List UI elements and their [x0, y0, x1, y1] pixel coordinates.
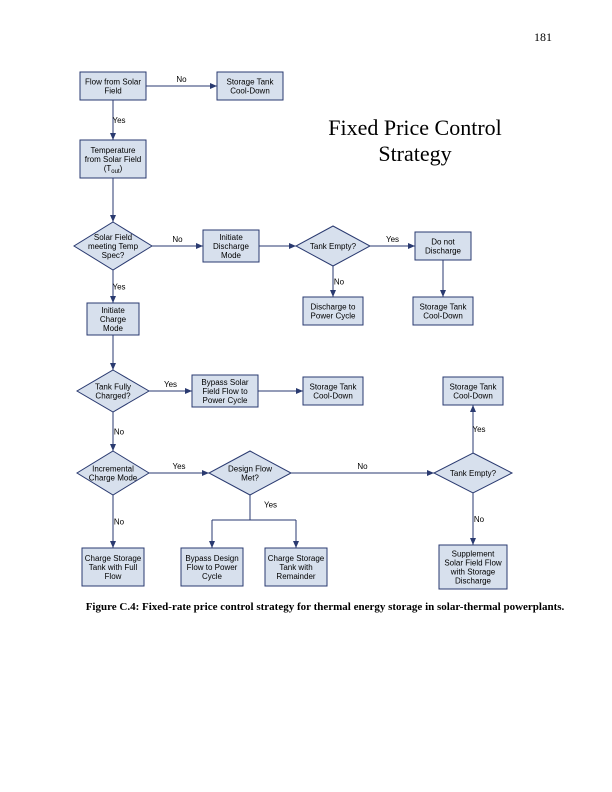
svg-text:No: No: [176, 75, 187, 84]
svg-text:No: No: [114, 518, 125, 527]
svg-text:Yes: Yes: [112, 116, 125, 125]
svg-text:Solar Field Flow: Solar Field Flow: [444, 559, 502, 568]
svg-text:Tank Empty?: Tank Empty?: [450, 469, 497, 478]
svg-text:Flow: Flow: [105, 572, 122, 581]
svg-text:Storage Tank: Storage Tank: [227, 78, 275, 87]
svg-text:Power Cycle: Power Cycle: [311, 312, 356, 321]
svg-text:Charge Mode: Charge Mode: [89, 474, 138, 483]
svg-text:Flow from Solar: Flow from Solar: [85, 78, 141, 87]
svg-text:Discharge: Discharge: [425, 247, 462, 256]
svg-text:Cool-Down: Cool-Down: [423, 312, 463, 321]
svg-text:Remainder: Remainder: [276, 572, 315, 581]
svg-text:No: No: [114, 428, 125, 437]
svg-text:Field: Field: [104, 87, 121, 96]
svg-text:Met?: Met?: [241, 474, 259, 483]
svg-text:Discharge: Discharge: [213, 242, 250, 251]
svg-text:Mode: Mode: [103, 324, 124, 333]
svg-text:Cycle: Cycle: [202, 572, 223, 581]
svg-text:Do not: Do not: [431, 238, 455, 247]
svg-text:Mode: Mode: [221, 251, 242, 260]
svg-text:Temperature: Temperature: [91, 146, 136, 155]
svg-text:Incremental: Incremental: [92, 465, 134, 474]
svg-text:Solar Field: Solar Field: [94, 233, 132, 242]
svg-text:Tank Empty?: Tank Empty?: [310, 242, 357, 251]
svg-text:Storage Tank: Storage Tank: [420, 303, 468, 312]
svg-text:Cool-Down: Cool-Down: [453, 392, 493, 401]
svg-text:Cool-Down: Cool-Down: [230, 87, 270, 96]
svg-text:Charge: Charge: [100, 315, 127, 324]
svg-text:Discharge: Discharge: [455, 577, 492, 586]
svg-text:Cool-Down: Cool-Down: [313, 392, 353, 401]
svg-text:with Storage: with Storage: [450, 568, 496, 577]
svg-text:Supplement: Supplement: [452, 550, 495, 559]
svg-text:Tank with Full: Tank with Full: [89, 563, 138, 572]
svg-text:Discharge to: Discharge to: [311, 303, 356, 312]
svg-text:Design Flow: Design Flow: [228, 465, 272, 474]
svg-text:Charge Storage: Charge Storage: [85, 554, 142, 563]
svg-text:Yes: Yes: [112, 283, 125, 292]
svg-text:Bypass Solar: Bypass Solar: [201, 378, 248, 387]
svg-text:No: No: [474, 515, 485, 524]
svg-text:Storage Tank: Storage Tank: [450, 383, 498, 392]
svg-text:Initiate: Initiate: [219, 233, 243, 242]
svg-text:Charge Storage: Charge Storage: [268, 554, 325, 563]
svg-text:Initiate: Initiate: [101, 306, 125, 315]
svg-text:Power Cycle: Power Cycle: [203, 396, 248, 405]
svg-text:Storage Tank: Storage Tank: [310, 383, 358, 392]
svg-text:No: No: [172, 235, 183, 244]
svg-text:No: No: [357, 462, 368, 471]
svg-text:Field Flow to: Field Flow to: [202, 387, 248, 396]
svg-text:Yes: Yes: [172, 462, 185, 471]
svg-text:Bypass Design: Bypass Design: [185, 554, 238, 563]
svg-text:Tank with: Tank with: [279, 563, 312, 572]
svg-text:Spec?: Spec?: [102, 251, 125, 260]
svg-text:Yes: Yes: [472, 425, 485, 434]
svg-text:Tank Fully: Tank Fully: [95, 383, 131, 392]
svg-text:No: No: [334, 278, 345, 287]
svg-text:from Solar Field: from Solar Field: [85, 155, 141, 164]
svg-text:Charged?: Charged?: [95, 392, 131, 401]
svg-text:meeting Temp: meeting Temp: [88, 242, 139, 251]
svg-text:Yes: Yes: [264, 501, 277, 510]
flowchart-canvas: No Yes No Yes No Yes Yes No Yes No Yes No No Yes Flow …: [0, 0, 612, 792]
svg-text:Flow to Power: Flow to Power: [187, 563, 238, 572]
svg-text:Yes: Yes: [164, 380, 177, 389]
svg-text:Yes: Yes: [386, 235, 399, 244]
